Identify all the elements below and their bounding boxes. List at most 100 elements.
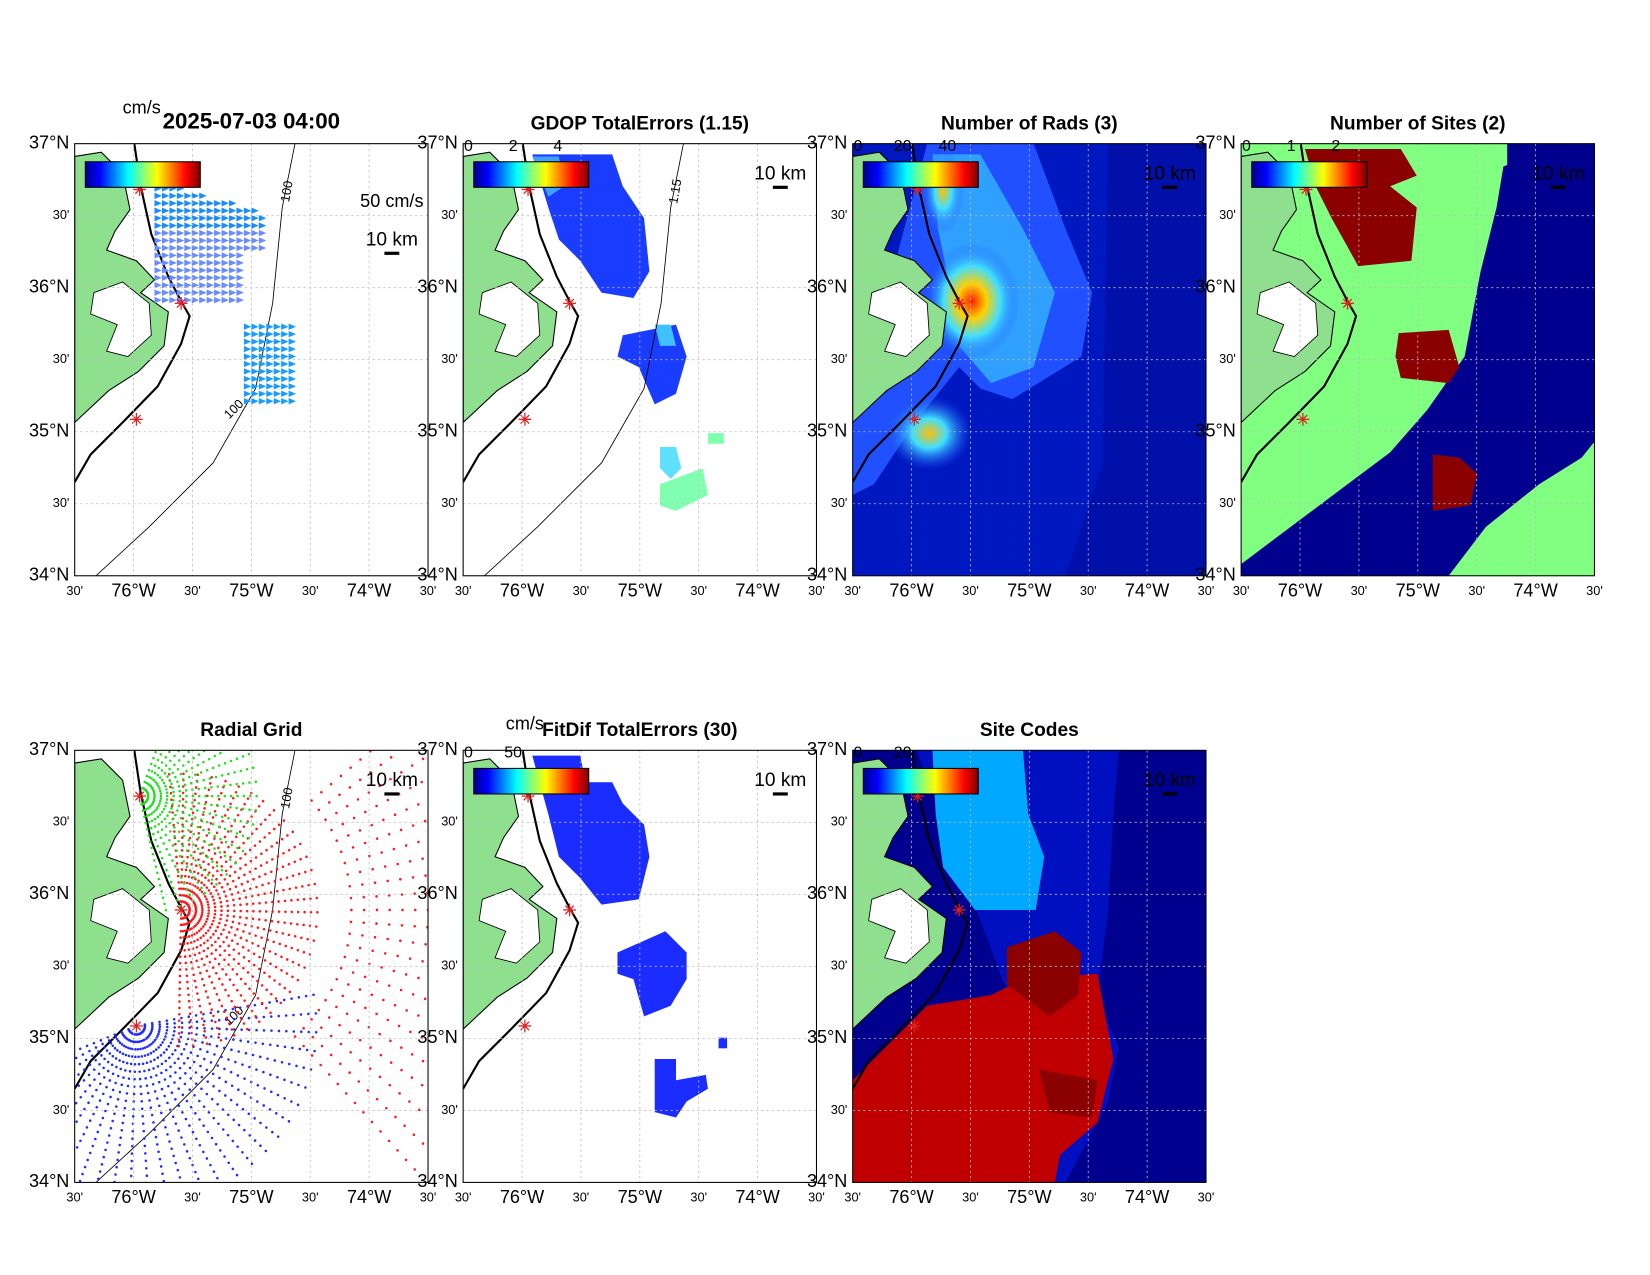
- radial-point: [180, 861, 184, 865]
- radial-point: [410, 1076, 414, 1079]
- radial-point: [206, 1080, 209, 1083]
- radial-point: [245, 1027, 249, 1031]
- scale-label: 10 km: [1144, 164, 1196, 185]
- radial-point: [202, 1105, 206, 1108]
- radial-point: [164, 784, 167, 788]
- radial-point: [242, 841, 245, 845]
- radial-point: [218, 977, 221, 981]
- radial-point: [106, 1069, 110, 1073]
- radial-point: [220, 1004, 224, 1008]
- radial-point: [307, 1030, 310, 1034]
- radial-point: [229, 759, 233, 763]
- current-vector: [176, 244, 185, 252]
- radial-point: [184, 961, 188, 965]
- radial-point: [411, 941, 415, 944]
- radial-point: [193, 1093, 196, 1097]
- radial-point: [263, 836, 266, 839]
- radial-point: [270, 992, 273, 996]
- radial-point: [198, 1118, 201, 1121]
- radial-point: [408, 957, 412, 960]
- current-vector: [236, 229, 244, 237]
- radial-point: [222, 940, 225, 944]
- current-vector: [206, 296, 215, 304]
- radial-point: [186, 929, 189, 932]
- radial-point: [293, 845, 296, 849]
- radial-point: [187, 838, 190, 842]
- radial-point: [168, 838, 171, 842]
- radial-point: [239, 1016, 243, 1020]
- radial-point: [91, 1095, 94, 1098]
- radial-point: [362, 895, 366, 899]
- radial-point: [239, 903, 242, 907]
- radial-point: [214, 948, 218, 952]
- current-vector: [243, 345, 252, 353]
- vector-scale: 50 cm/s: [360, 191, 423, 211]
- radial-point: [187, 760, 190, 764]
- lat-label: 34°N: [807, 1171, 847, 1191]
- radial-point: [160, 1087, 164, 1091]
- radial-point: [178, 974, 182, 978]
- radial-point: [269, 1090, 273, 1094]
- radial-point: [118, 1090, 122, 1094]
- current-vector: [161, 252, 170, 259]
- radial-point: [213, 916, 216, 919]
- contour-label: 100: [277, 180, 295, 204]
- radial-point: [185, 862, 189, 865]
- current-vector: [191, 200, 200, 207]
- radial-point: [207, 889, 211, 892]
- radial-point: [224, 973, 228, 976]
- radial-point: [279, 1001, 283, 1005]
- radial-point: [187, 1015, 191, 1018]
- current-vector: [214, 222, 222, 229]
- radial-point: [219, 917, 222, 921]
- radial-point: [387, 1139, 391, 1143]
- radial-point: [190, 890, 194, 894]
- current-vector: [288, 368, 297, 375]
- radial-point: [153, 792, 156, 796]
- radial-point: [174, 842, 177, 846]
- radial-point: [277, 920, 280, 924]
- radial-point: [136, 1047, 140, 1051]
- radial-point: [181, 1111, 184, 1114]
- radial-point: [225, 919, 229, 922]
- radial-point: [185, 865, 189, 868]
- radial-point: [272, 827, 276, 831]
- lon-label: 30': [66, 583, 83, 598]
- radial-point: [210, 785, 213, 789]
- radial-point: [181, 836, 184, 839]
- radial-point: [207, 788, 211, 791]
- radial-point: [153, 771, 157, 775]
- current-vector: [176, 252, 185, 259]
- coastline: [852, 143, 969, 483]
- radial-point: [287, 1120, 291, 1123]
- radial-point: [140, 803, 143, 806]
- radial-point: [199, 1064, 202, 1068]
- lon-label: 30': [844, 583, 861, 598]
- radial-point: [181, 764, 185, 767]
- radial-point: [149, 762, 153, 766]
- radial-point: [186, 855, 189, 859]
- coastline: [1241, 143, 1358, 483]
- current-vector: [236, 274, 244, 281]
- radial-point: [215, 1026, 219, 1030]
- current-vector: [176, 192, 185, 200]
- lon-label: 30': [184, 583, 201, 598]
- radial-point: [210, 882, 213, 885]
- radial-point: [191, 1130, 195, 1134]
- radial-point: [312, 993, 315, 997]
- radial-point: [159, 797, 163, 800]
- radial-point: [247, 959, 251, 963]
- current-vector: [191, 274, 200, 281]
- radial-point: [224, 988, 227, 992]
- current-vector: [199, 274, 207, 281]
- radial-point: [160, 761, 164, 764]
- radial-point: [276, 1093, 280, 1097]
- radial-point: [230, 843, 233, 847]
- radial-point: [247, 1028, 251, 1032]
- lon-label: 30': [420, 583, 437, 598]
- radial-point: [99, 1082, 102, 1086]
- radial-point: [153, 817, 157, 821]
- radial-point: [281, 932, 285, 935]
- radial-point: [297, 1083, 300, 1087]
- current-vector: [199, 222, 207, 229]
